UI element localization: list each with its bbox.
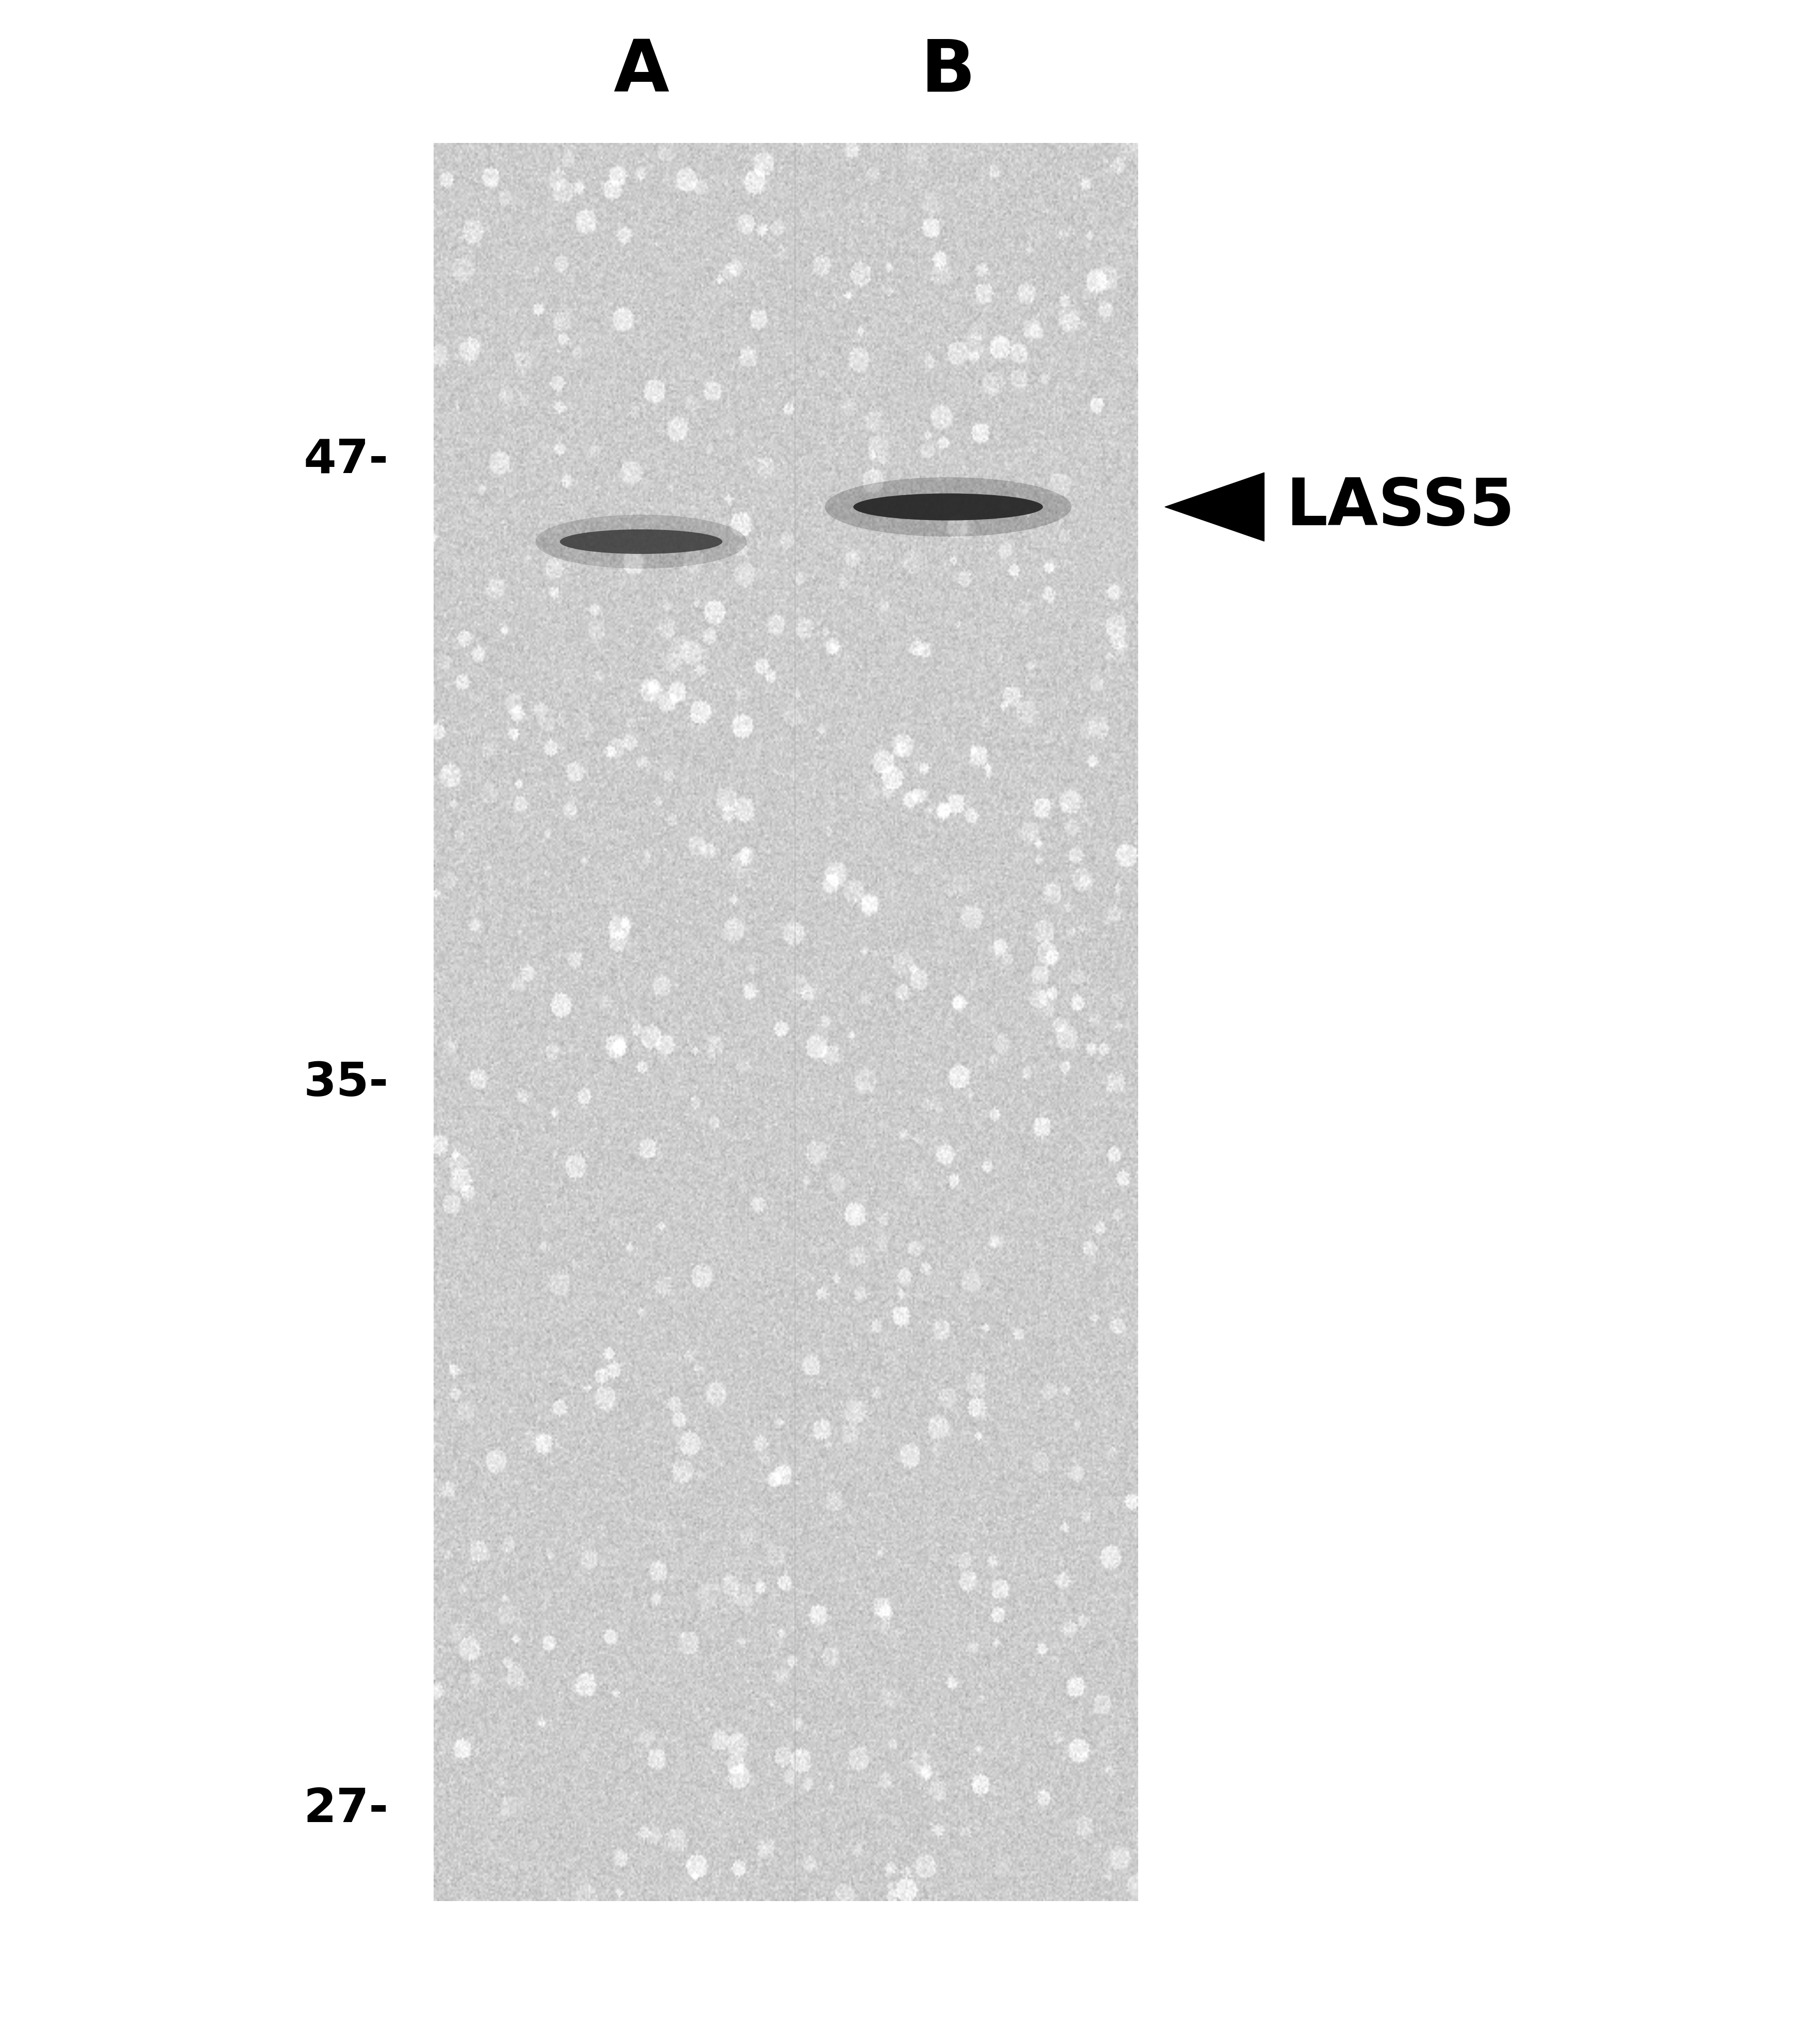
Text: 35-: 35- (303, 1061, 388, 1106)
Ellipse shape (560, 529, 722, 554)
Text: 47-: 47- (303, 437, 388, 482)
Ellipse shape (535, 515, 746, 568)
Ellipse shape (854, 493, 1044, 521)
Text: 27-: 27- (303, 1786, 388, 1831)
Ellipse shape (825, 476, 1071, 538)
Polygon shape (1165, 472, 1264, 542)
Text: LASS5: LASS5 (1286, 474, 1515, 540)
Text: B: B (921, 37, 975, 106)
Text: A: A (614, 37, 668, 106)
